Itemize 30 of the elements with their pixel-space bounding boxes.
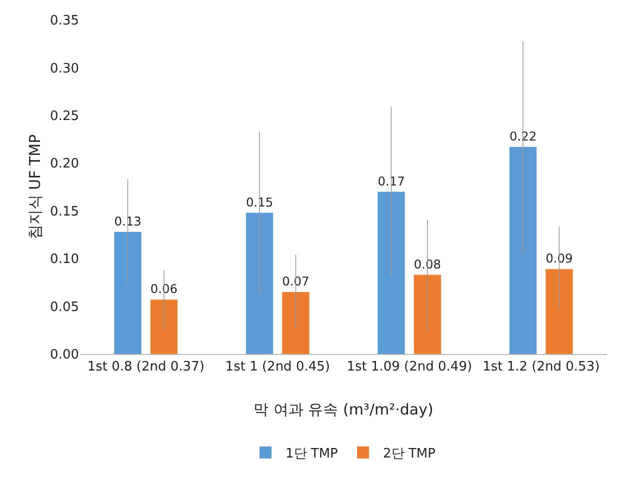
bar [414,274,442,354]
bar [150,300,178,354]
data-label: 0.06 [150,282,178,296]
y-tick-label: 0.25 [50,108,79,124]
y-tick-label: 0.00 [50,348,79,363]
y-tick-label: 0.05 [50,300,79,315]
legend-label: 2단 TMP [383,446,436,462]
y-tick-label: 0.15 [50,204,79,220]
bar [509,146,537,354]
bar [114,232,142,354]
data-label: 0.22 [509,129,537,144]
y-tick-label: 0.10 [50,252,79,268]
bar [282,292,310,354]
data-label: 0.17 [378,174,405,188]
bar [378,192,405,354]
x-tick-label: 1st 1.2 (2nd 0.53) [482,360,600,375]
bar [546,269,573,354]
y-tick-label: 0.20 [50,156,79,172]
x-tick-label: 1st 1.09 (2nd 0.49) [346,360,472,375]
x-tick-label: 1st 0.8 (2nd 0.37) [87,360,204,375]
x-axis-title: 막 여과 유속 (m³/m²·day) [254,400,434,419]
y-tick-label: 0.30 [50,61,79,76]
bar [246,212,274,354]
data-label: 0.13 [114,214,142,228]
x-tick-label: 1st 1 (2nd 0.45) [225,360,330,375]
y-tick-label: 0.35 [50,14,79,29]
data-label: 0.15 [246,195,274,210]
data-label: 0.08 [414,257,442,272]
y-axis-title: 침지식 UF TMP [26,134,44,240]
legend-label: 1단 TMP [286,446,338,462]
